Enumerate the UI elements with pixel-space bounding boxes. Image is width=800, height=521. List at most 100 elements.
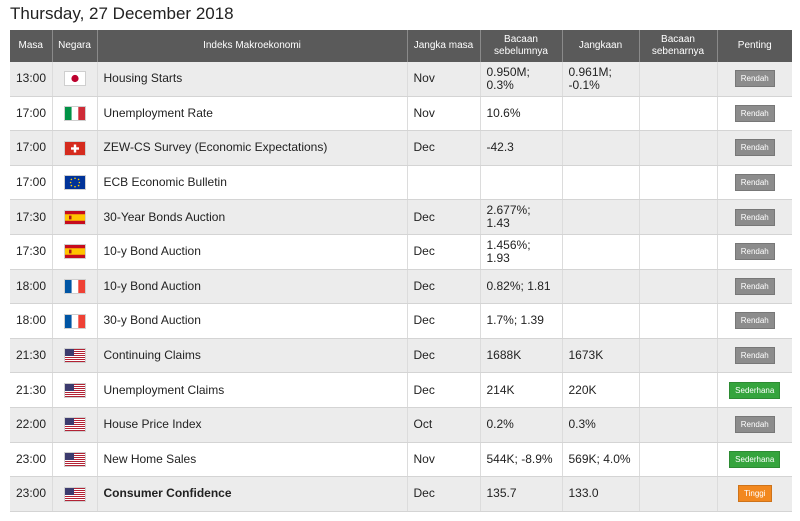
table-row[interactable]: 22:00 House Price Index Oct 0.2% 0.3% Rendah xyxy=(10,407,792,443)
period-cell: Nov xyxy=(407,96,481,132)
france-flag-icon xyxy=(64,280,85,294)
table-row[interactable]: 21:30 Continuing Claims Dec 1688K 1673K Renda… xyxy=(10,338,792,374)
previous-value: 135.7 xyxy=(480,476,563,512)
spain-flag-icon xyxy=(64,210,85,224)
header-indicator[interactable]: Indeks Makroekonomi xyxy=(97,30,408,62)
table-row[interactable]: 23:00 Consumer Confidence Dec 135.7 133.0 Tin… xyxy=(10,476,792,512)
indicator-name[interactable]: House Price Index xyxy=(97,407,408,443)
indicator-name[interactable]: New Home Sales xyxy=(97,442,408,478)
previous-value: 2.677%; 1.43 xyxy=(480,199,563,235)
header-forecast[interactable]: Jangkaan xyxy=(562,30,640,62)
indicator-name[interactable]: Unemployment Rate xyxy=(97,96,408,132)
importance-cell: Rendah xyxy=(717,407,792,443)
indicator-name[interactable]: Consumer Confidence xyxy=(97,476,408,512)
header-country[interactable]: Negara xyxy=(52,30,98,62)
previous-value: 1.456%; 1.93 xyxy=(480,234,563,270)
importance-badge: Rendah xyxy=(734,416,775,434)
actual-value xyxy=(639,476,718,512)
indicator-name[interactable]: 30-y Bond Auction xyxy=(97,303,408,339)
period-cell: Dec xyxy=(407,303,481,339)
previous-value xyxy=(480,165,563,201)
indicator-name[interactable]: 30-Year Bonds Auction xyxy=(97,199,408,235)
event-time: 17:00 xyxy=(10,130,53,166)
importance-badge: Rendah xyxy=(734,277,775,295)
indicator-name[interactable]: Unemployment Claims xyxy=(97,372,408,408)
importance-badge: Sederhana xyxy=(729,450,781,468)
actual-value xyxy=(639,338,718,374)
header-importance[interactable]: Penting xyxy=(717,30,792,62)
actual-value xyxy=(639,303,718,339)
previous-value: 544K; -8.9% xyxy=(480,442,563,478)
header-period[interactable]: Jangka masa xyxy=(407,30,481,62)
france-flag-icon xyxy=(64,314,85,328)
importance-cell: Rendah xyxy=(717,303,792,339)
importance-badge: Rendah xyxy=(734,70,775,88)
table-row[interactable]: 17:30 30-Year Bonds Auction Dec 2.677%; 1.4… xyxy=(10,199,792,235)
header-actual[interactable]: Bacaan sebenarnya xyxy=(639,30,718,62)
importance-cell: Rendah xyxy=(717,338,792,374)
previous-value: 1688K xyxy=(480,338,563,374)
indicator-name[interactable]: Continuing Claims xyxy=(97,338,408,374)
forecast-value xyxy=(562,165,640,201)
italy-flag-icon xyxy=(64,107,85,121)
period-cell: Nov xyxy=(407,442,481,478)
event-time: 13:00 xyxy=(10,62,53,97)
usa-flag-icon xyxy=(64,452,85,466)
table-row[interactable]: 17:00 Unemployment Rate Nov 10.6% Rendah xyxy=(10,96,792,132)
previous-value: -42.3 xyxy=(480,130,563,166)
actual-value xyxy=(639,165,718,201)
importance-cell: Rendah xyxy=(717,165,792,201)
country-cell xyxy=(52,96,98,132)
table-row[interactable]: 23:00 New Home Sales Nov 544K; -8.9% 569K; 4… xyxy=(10,442,792,478)
event-time: 17:30 xyxy=(10,199,53,235)
table-row[interactable]: 17:30 10-y Bond Auction Dec 1.456%; 1.93 Ren… xyxy=(10,234,792,270)
importance-badge: Sederhana xyxy=(729,381,781,399)
forecast-value: 0.3% xyxy=(562,407,640,443)
event-time: 17:00 xyxy=(10,96,53,132)
event-time: 17:30 xyxy=(10,234,53,270)
indicator-name[interactable]: ZEW-CS Survey (Economic Expectations) xyxy=(97,130,408,166)
importance-badge: Rendah xyxy=(734,139,775,157)
country-cell xyxy=(52,442,98,478)
period-cell: Dec xyxy=(407,476,481,512)
period-cell: Dec xyxy=(407,269,481,305)
japan-flag-icon xyxy=(64,72,85,86)
importance-cell: Sederhana xyxy=(717,372,792,408)
header-time[interactable]: Masa xyxy=(10,30,53,62)
event-time: 21:30 xyxy=(10,338,53,374)
country-cell xyxy=(52,476,98,512)
forecast-value xyxy=(562,269,640,305)
usa-flag-icon xyxy=(64,349,85,363)
country-cell xyxy=(52,407,98,443)
switzerland-flag-icon xyxy=(64,141,85,155)
header-previous[interactable]: Bacaan sebelumnya xyxy=(480,30,563,62)
actual-value xyxy=(639,96,718,132)
actual-value xyxy=(639,199,718,235)
table-row[interactable]: 13:00 Housing Starts Nov 0.950M; 0.3% 0.961M… xyxy=(10,62,792,97)
previous-value: 1.7%; 1.39 xyxy=(480,303,563,339)
table-row[interactable]: 17:00 ECB Economic Bulletin Rendah xyxy=(10,165,792,201)
country-cell xyxy=(52,130,98,166)
indicator-name[interactable]: 10-y Bond Auction xyxy=(97,234,408,270)
importance-cell: Sederhana xyxy=(717,442,792,478)
period-cell xyxy=(407,165,481,201)
forecast-value: 133.0 xyxy=(562,476,640,512)
country-cell xyxy=(52,199,98,235)
indicator-name[interactable]: 10-y Bond Auction xyxy=(97,269,408,305)
country-cell xyxy=(52,234,98,270)
table-row[interactable]: 21:30 Unemployment Claims Dec 214K 220K Seder… xyxy=(10,372,792,408)
event-time: 23:00 xyxy=(10,476,53,512)
period-cell: Dec xyxy=(407,234,481,270)
period-cell: Oct xyxy=(407,407,481,443)
importance-cell: Rendah xyxy=(717,199,792,235)
indicator-name[interactable]: ECB Economic Bulletin xyxy=(97,165,408,201)
table-row[interactable]: 18:00 10-y Bond Auction Dec 0.82%; 1.81 Rend… xyxy=(10,269,792,305)
importance-badge: Rendah xyxy=(734,174,775,192)
usa-flag-icon xyxy=(64,383,85,397)
indicator-name[interactable]: Housing Starts xyxy=(97,62,408,97)
table-row[interactable]: 17:00 ZEW-CS Survey (Economic Expectation… xyxy=(10,130,792,166)
table-row[interactable]: 18:00 30-y Bond Auction Dec 1.7%; 1.39 Renda… xyxy=(10,303,792,339)
spain-flag-icon xyxy=(64,245,85,259)
forecast-value: 569K; 4.0% xyxy=(562,442,640,478)
importance-badge: Tinggi xyxy=(738,485,772,503)
